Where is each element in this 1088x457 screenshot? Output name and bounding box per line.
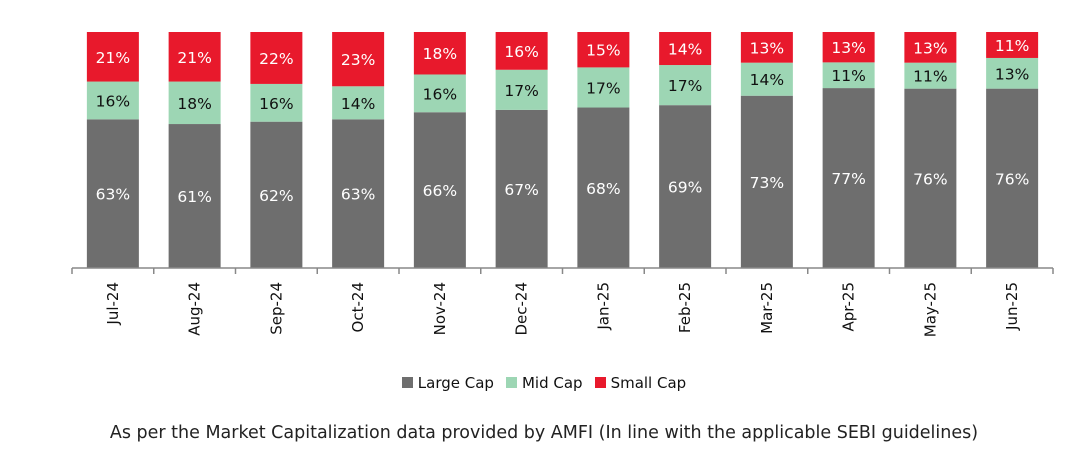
bar-segment-mid-cap <box>822 62 875 89</box>
data-label-small-cap: 21% <box>177 49 211 67</box>
data-label-small-cap: 13% <box>831 39 865 57</box>
x-tick-label: Apr-25 <box>840 282 858 332</box>
bar-segment-mid-cap <box>250 83 303 122</box>
bar-segment-mid-cap <box>986 57 1039 89</box>
bar-segment-small-cap <box>659 32 712 66</box>
bar-segment-large-cap <box>86 119 139 268</box>
x-tick-label: Jan-25 <box>594 282 612 331</box>
x-tick-label: Oct-24 <box>349 282 367 332</box>
data-label-large-cap: 62% <box>259 187 293 205</box>
legend-item-large-cap: Large Cap <box>401 374 494 392</box>
x-tick-label: Nov-24 <box>431 282 449 335</box>
data-label-large-cap: 63% <box>96 186 130 204</box>
data-label-small-cap: 22% <box>259 50 293 68</box>
data-label-small-cap: 14% <box>668 41 702 59</box>
data-label-mid-cap: 16% <box>96 92 130 110</box>
legend-label: Mid Cap <box>521 374 583 392</box>
bar-segment-large-cap <box>986 88 1039 268</box>
bar-segment-small-cap <box>822 32 875 63</box>
bar-segment-large-cap <box>904 88 957 268</box>
bar-segment-small-cap <box>904 32 957 63</box>
bar-segment-mid-cap <box>332 86 385 120</box>
data-label-mid-cap: 18% <box>177 95 211 113</box>
data-label-small-cap: 21% <box>96 49 130 67</box>
x-tick-label: Dec-24 <box>513 282 531 336</box>
bar-segment-large-cap <box>413 112 466 269</box>
legend-label: Small Cap <box>610 374 687 392</box>
bar-segment-large-cap <box>659 105 712 268</box>
data-label-mid-cap: 11% <box>831 67 865 85</box>
x-tick-label: Mar-25 <box>758 282 776 334</box>
bar-segment-mid-cap <box>740 62 793 96</box>
x-axis: Jul-24 Aug-24 Sep-24 Oct-24 Nov-24 Dec-24 Jan-… <box>71 267 1054 337</box>
bar-segment-small-cap <box>332 32 385 87</box>
data-label-small-cap: 13% <box>913 39 947 57</box>
data-label-mid-cap: 11% <box>913 68 947 86</box>
data-label-mid-cap: 16% <box>259 95 293 113</box>
data-label-small-cap: 11% <box>995 37 1029 55</box>
x-tick-label: Jun-25 <box>1003 282 1021 331</box>
data-label-mid-cap: 13% <box>995 65 1029 83</box>
bar-segment-small-cap <box>986 32 1039 58</box>
legend-item-mid-cap: Mid Cap <box>505 374 583 392</box>
legend-item-small-cap: Small Cap <box>594 374 687 392</box>
bar-segment-large-cap <box>332 119 385 268</box>
x-tick-label: Sep-24 <box>267 282 285 335</box>
bar-segment-mid-cap <box>168 81 221 125</box>
data-label-mid-cap: 16% <box>423 85 457 103</box>
bar-segment-large-cap <box>577 107 630 269</box>
legend-swatch <box>401 377 413 388</box>
data-label-mid-cap: 14% <box>750 71 784 89</box>
bar-segment-small-cap <box>86 32 139 82</box>
data-label-mid-cap: 14% <box>341 95 375 113</box>
legend: Large Cap Mid Cap Small Cap <box>0 374 1088 392</box>
bar-segment-small-cap <box>495 32 548 70</box>
data-label-large-cap: 69% <box>668 179 702 197</box>
data-label-large-cap: 76% <box>913 170 947 188</box>
x-tick-label: Jul-24 <box>104 282 122 326</box>
data-label-large-cap: 67% <box>504 181 538 199</box>
footnote: As per the Market Capitalization data pr… <box>109 423 979 443</box>
legend-swatch <box>594 377 606 388</box>
bar-segment-large-cap <box>740 95 793 268</box>
x-tick-label: Feb-25 <box>676 282 694 333</box>
data-label-small-cap: 18% <box>423 45 457 63</box>
data-label-large-cap: 61% <box>177 188 211 206</box>
data-label-mid-cap: 17% <box>586 79 620 97</box>
bar-segment-large-cap <box>495 109 548 268</box>
data-label-small-cap: 15% <box>586 42 620 60</box>
bar-segment-small-cap <box>413 32 466 75</box>
bar-segment-small-cap <box>740 32 793 63</box>
bar-segment-mid-cap <box>904 62 957 89</box>
x-tick-label: Aug-24 <box>186 282 204 336</box>
data-label-large-cap: 66% <box>423 182 457 200</box>
legend-label: Large Cap <box>417 374 494 392</box>
bar-segment-small-cap <box>577 32 630 68</box>
bar-segment-large-cap <box>168 124 221 268</box>
bar-segment-mid-cap <box>413 74 466 113</box>
bars-layer: 63% 16% 21% 61% 18% 21% 62% 16% 22% 63% 14% 23% 66% 1… <box>86 32 1039 269</box>
data-label-large-cap: 73% <box>750 174 784 192</box>
data-label-small-cap: 16% <box>504 43 538 61</box>
data-label-mid-cap: 17% <box>668 77 702 95</box>
x-tick-label: May-25 <box>921 282 939 337</box>
data-label-large-cap: 68% <box>586 180 620 198</box>
data-label-small-cap: 23% <box>341 51 375 69</box>
bar-segment-mid-cap <box>495 69 548 110</box>
legend-swatch <box>505 377 517 388</box>
bar-segment-mid-cap <box>86 81 139 120</box>
bar-segment-small-cap <box>250 32 303 84</box>
data-label-small-cap: 13% <box>750 39 784 57</box>
bar-segment-large-cap <box>250 121 303 269</box>
data-label-large-cap: 63% <box>341 186 375 204</box>
bar-segment-mid-cap <box>659 65 712 106</box>
data-label-large-cap: 77% <box>831 170 865 188</box>
bar-segment-mid-cap <box>577 67 630 108</box>
data-label-large-cap: 76% <box>995 170 1029 188</box>
data-label-mid-cap: 17% <box>504 82 538 100</box>
stacked-bar-chart: 63% 16% 21% 61% 18% 21% 62% 16% 22% 63% 14% 23% 66% 1… <box>71 32 1054 337</box>
bar-segment-small-cap <box>168 32 221 82</box>
bar-segment-large-cap <box>822 88 875 268</box>
